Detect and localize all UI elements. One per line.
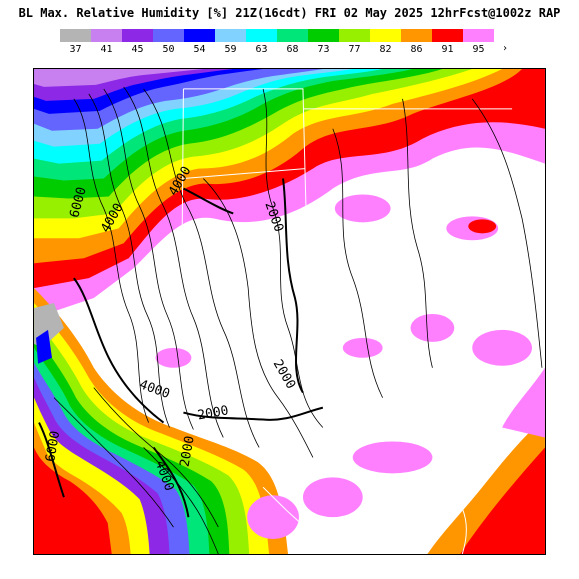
legend-swatch (401, 29, 432, 42)
humidity-band (247, 495, 299, 540)
elevation-contours (53, 86, 543, 554)
color-legend (60, 29, 494, 42)
legend-swatch (91, 29, 122, 42)
map-title: BL Max. Relative Humidity [%] 21Z(16cdt)… (18, 6, 561, 20)
legend-swatch (60, 29, 91, 42)
legend-swatch (184, 29, 215, 42)
legend-label: 59 (224, 44, 237, 55)
legend-labels: 37 41 45 50 54 59 63 68 73 77 82 86 91 9… (60, 44, 494, 55)
contour-label: 6000 (43, 430, 63, 463)
legend-swatch (215, 29, 246, 42)
humidity-band (410, 313, 455, 342)
humidity-band (302, 477, 363, 518)
legend-label: 50 (162, 44, 175, 55)
legend-label: 54 (193, 44, 206, 55)
contour-label: 2000 (196, 403, 229, 423)
humidity-map: 6000 4000 4000 2000 2000 2000 4000 2000 … (33, 68, 546, 555)
state-boundary (63, 88, 513, 319)
legend-more-icon: › (502, 43, 509, 54)
legend-swatch (370, 29, 401, 42)
humidity-band (460, 447, 545, 554)
legend-swatch (122, 29, 153, 42)
humidity-band (36, 329, 52, 364)
humidity-band (34, 447, 112, 554)
elevation-contour-major (38, 178, 324, 518)
legend-label: 68 (286, 44, 299, 55)
legend-label: 41 (100, 44, 113, 55)
humidity-band (468, 219, 497, 234)
legend-swatch (153, 29, 184, 42)
legend-label: 63 (255, 44, 268, 55)
contour-label: 2000 (178, 435, 198, 468)
legend-label: 95 (472, 44, 485, 55)
humidity-band (334, 194, 391, 223)
legend-swatch (308, 29, 339, 42)
legend-label: 82 (379, 44, 392, 55)
legend-label: 86 (410, 44, 423, 55)
coastline (262, 486, 334, 554)
legend-swatch (339, 29, 370, 42)
legend-swatch (246, 29, 277, 42)
legend-label: 45 (131, 44, 144, 55)
legend-label: 91 (441, 44, 454, 55)
legend-swatch (277, 29, 308, 42)
humidity-band (155, 347, 192, 368)
humidity-band (342, 337, 383, 358)
legend-swatch (432, 29, 463, 42)
humidity-band (34, 69, 204, 87)
humidity-band (472, 329, 532, 366)
legend-swatch (463, 29, 494, 42)
coastline (451, 487, 467, 554)
legend-label: 37 (69, 44, 82, 55)
humidity-band (352, 441, 433, 474)
legend-label: 73 (317, 44, 330, 55)
legend-label: 77 (348, 44, 361, 55)
humidity-band (502, 367, 545, 438)
